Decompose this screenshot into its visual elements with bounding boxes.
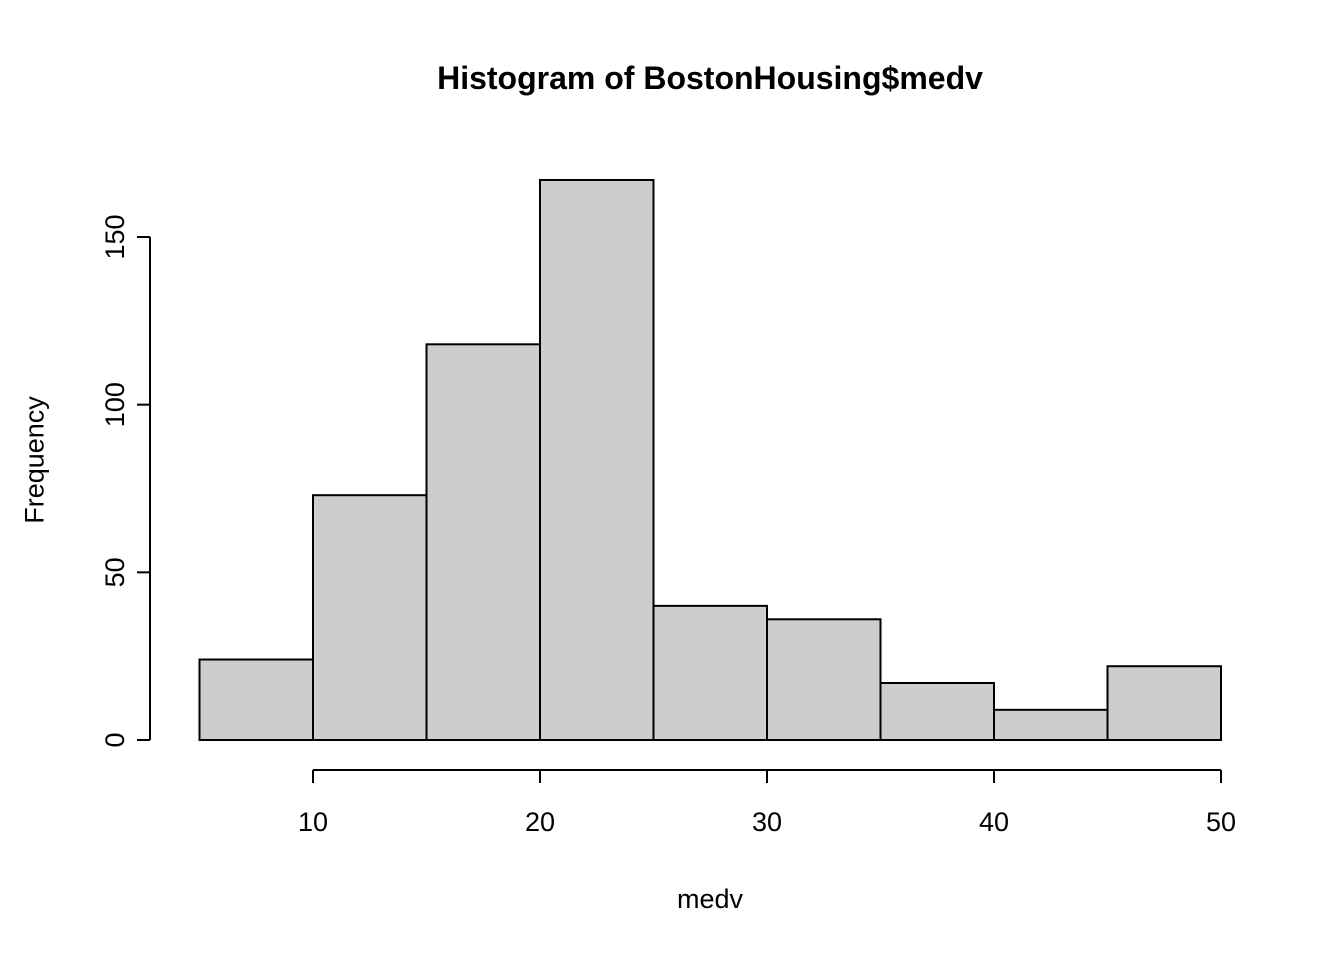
y-axis-tick-label: 100 [100,382,130,427]
x-axis-label: medv [676,884,744,914]
y-axis-tick-label: 50 [100,557,130,587]
histogram-bar [425,343,541,741]
histogram-bar [539,178,655,741]
histogram-bar [652,604,768,741]
histogram-bar [993,708,1109,742]
histogram-bar [879,681,995,742]
histogram-bar [1106,665,1222,742]
x-axis-tick-label: 40 [979,807,1009,837]
y-axis-tick-label: 0 [100,732,130,747]
x-axis-tick-label: 20 [525,807,555,837]
histogram-bar [766,618,882,742]
x-axis-tick-label: 10 [298,807,328,837]
y-axis-label: Frequency [19,396,50,524]
histogram-bar [312,494,428,741]
y-axis-tick-label: 150 [100,214,130,259]
histogram-bar [198,658,314,742]
chart-title: Histogram of BostonHousing$medv [437,60,983,96]
x-axis-tick-label: 30 [752,807,782,837]
x-axis-tick-label: 50 [1206,807,1236,837]
